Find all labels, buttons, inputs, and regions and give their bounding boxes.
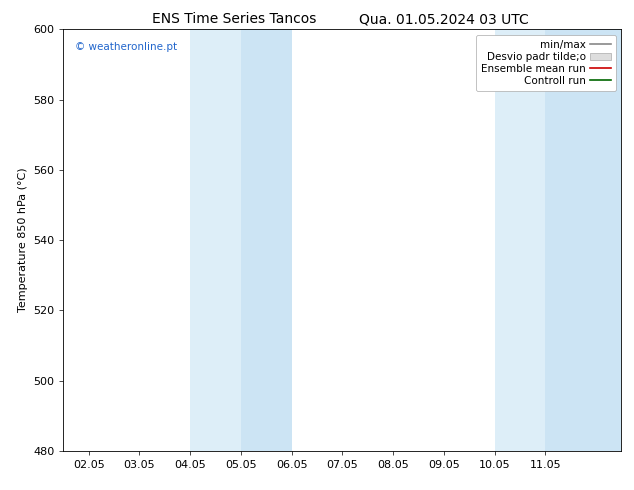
Legend: min/max, Desvio padr tilde;o, Ensemble mean run, Controll run: min/max, Desvio padr tilde;o, Ensemble m… bbox=[476, 35, 616, 91]
Bar bbox=[545, 29, 621, 451]
Text: ENS Time Series Tancos: ENS Time Series Tancos bbox=[152, 12, 317, 26]
Bar bbox=[190, 29, 241, 451]
Bar bbox=[241, 29, 292, 451]
Y-axis label: Temperature 850 hPa (°C): Temperature 850 hPa (°C) bbox=[18, 168, 27, 313]
Text: Qua. 01.05.2024 03 UTC: Qua. 01.05.2024 03 UTC bbox=[359, 12, 529, 26]
Text: © weatheronline.pt: © weatheronline.pt bbox=[75, 42, 177, 52]
Bar bbox=[495, 29, 545, 451]
